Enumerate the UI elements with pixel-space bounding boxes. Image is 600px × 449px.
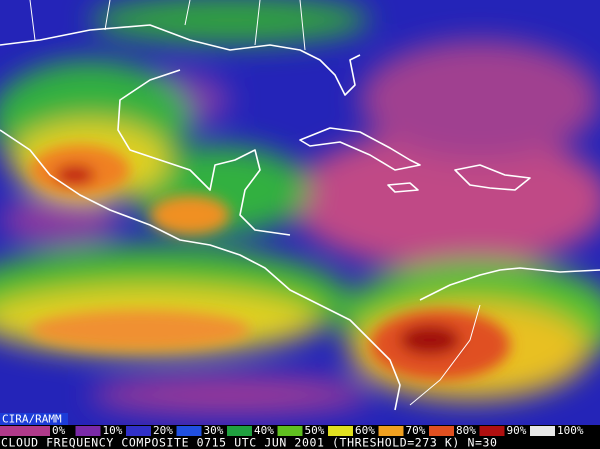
legend-swatch xyxy=(126,426,151,436)
legend-label: 20% xyxy=(153,424,173,437)
legend-swatch xyxy=(176,426,202,436)
legend-label: 10% xyxy=(103,424,123,437)
caption: CLOUD FREQUENCY COMPOSITE 0715 UTC JUN 2… xyxy=(1,436,498,449)
legend-label: 100% xyxy=(557,424,584,437)
credit-box xyxy=(0,413,68,425)
caption-bg xyxy=(0,437,600,449)
legend-label: 50% xyxy=(305,424,325,437)
legend-label: 70% xyxy=(406,424,426,437)
coastlines xyxy=(0,0,600,411)
legend-swatch xyxy=(227,426,252,436)
legend-label: 0% xyxy=(52,424,66,437)
legend-swatch xyxy=(378,426,404,436)
credit: CIRA/RAMM xyxy=(2,413,62,426)
legend-label: 30% xyxy=(204,424,224,437)
legend-swatch xyxy=(479,426,505,436)
legend-swatch xyxy=(75,426,101,436)
legend-label: 40% xyxy=(254,424,274,437)
legend-label: 80% xyxy=(456,424,476,437)
legend-swatch xyxy=(530,426,555,436)
legend-label: 60% xyxy=(355,424,375,437)
legend-label: 90% xyxy=(507,424,527,437)
legend-swatch xyxy=(0,426,50,436)
legend-swatch xyxy=(429,426,454,436)
legend: CIRA/RAMM 0% 10% 20% 30% 40% 50% 60% 70% 80% 90% 1… xyxy=(0,413,600,437)
legend-swatch xyxy=(328,426,353,436)
cloud-field xyxy=(0,0,600,425)
legend-swatch xyxy=(277,426,303,436)
